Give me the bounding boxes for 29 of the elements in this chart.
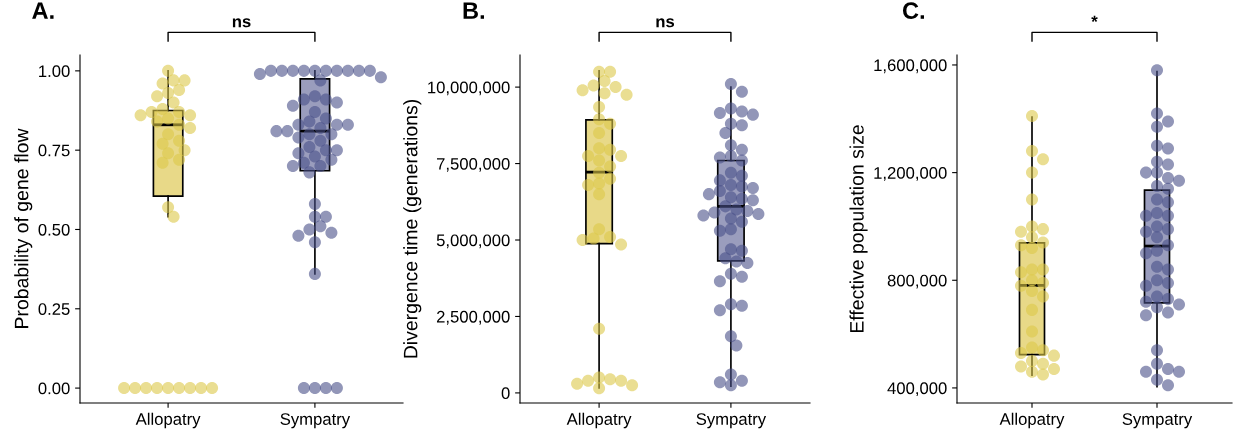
y-tick-label: 0.75 — [38, 144, 70, 157]
chart-title: C. — [902, 2, 924, 20]
chart-title: A. — [32, 2, 54, 19]
y-tick-label: 5,000,000 — [436, 234, 510, 249]
y-tick-label: 10,000,000 — [428, 81, 510, 96]
y-tick-label: 2,500,000 — [436, 310, 510, 325]
y-axis-title: Probability of gene flow — [14, 128, 33, 328]
y-tick-label: 1,600,000 — [874, 59, 947, 74]
x-tick-label: Allopatry — [566, 412, 632, 429]
y-axis-title: Effective population size — [849, 125, 868, 333]
x-tick-label: Allopatry — [999, 412, 1065, 429]
y-tick-label: 1,200,000 — [874, 167, 947, 181]
text: ns — [232, 18, 251, 28]
x-tick-label: Allopatry — [135, 412, 201, 429]
y-tick-label: 1.00 — [39, 65, 70, 78]
chart-title: B. — [463, 2, 484, 19]
text: * — [1091, 15, 1098, 22]
y-tick-label: 400,000 — [887, 382, 947, 397]
x-tick-label: Sympatry — [696, 413, 767, 429]
y-tick-label: 0.50 — [38, 223, 70, 236]
y-tick-label: 800,000 — [887, 274, 947, 289]
y-tick-label: 0 — [501, 387, 510, 400]
y-axis-title: Divergence time (generations) — [403, 99, 422, 358]
y-tick-label: 7,500,000 — [436, 157, 510, 172]
y-tick-label: 0.00 — [38, 382, 70, 395]
x-tick-label: Sympatry — [1122, 413, 1193, 429]
y-tick-label: 0.25 — [38, 303, 70, 315]
x-tick-label: Sympatry — [280, 413, 351, 429]
text: ns — [656, 18, 675, 28]
